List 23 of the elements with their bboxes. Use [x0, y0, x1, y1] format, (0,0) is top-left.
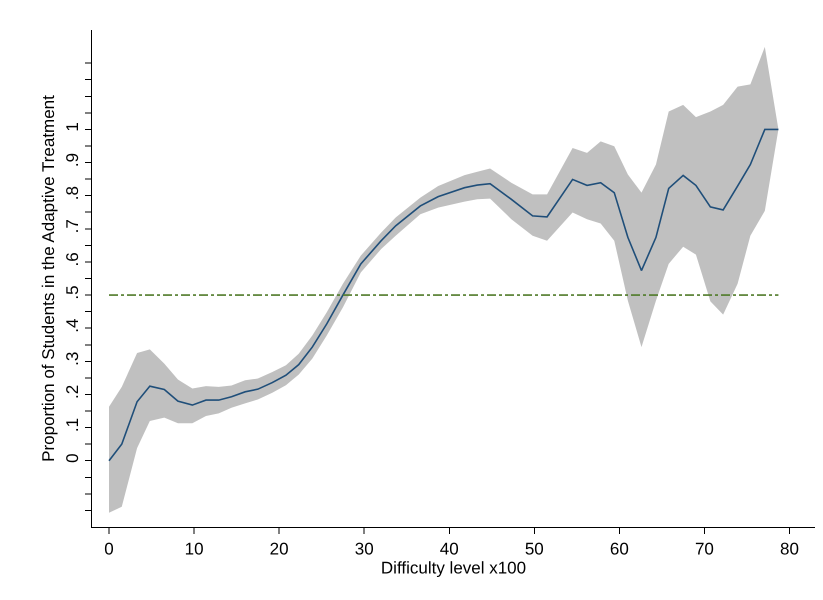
x-tick-label: 40: [440, 539, 459, 558]
x-tick-label: 10: [184, 539, 204, 558]
y-tick-label: .9: [63, 152, 82, 168]
x-tick-label: 70: [694, 539, 714, 558]
y-tick-label: .4: [63, 318, 82, 333]
x-tick-label: 50: [524, 539, 544, 558]
x-tick-label: 30: [354, 539, 374, 558]
y-tick-label: .5: [63, 285, 82, 300]
y-tick-label: 1: [63, 122, 82, 132]
y-tick-label: .7: [63, 219, 82, 234]
y-tick-label: .2: [63, 384, 82, 400]
x-tick-label: 0: [104, 539, 114, 558]
y-tick-label: 0: [63, 453, 82, 463]
y-tick-label: .8: [63, 186, 82, 200]
line-series: [108, 128, 780, 462]
x-tick-label: 60: [610, 539, 629, 558]
y-axis-title: Proportion of Students in the Adaptive Treatment: [38, 94, 58, 462]
y-tick-label: .6: [63, 252, 82, 266]
x-tick-label: 80: [780, 539, 799, 558]
x-axis-title: Difficulty level x100: [380, 558, 526, 578]
x-tick-label: 20: [270, 539, 289, 558]
y-tick-label: .3: [63, 352, 82, 366]
y-tick-label: .1: [63, 418, 82, 432]
